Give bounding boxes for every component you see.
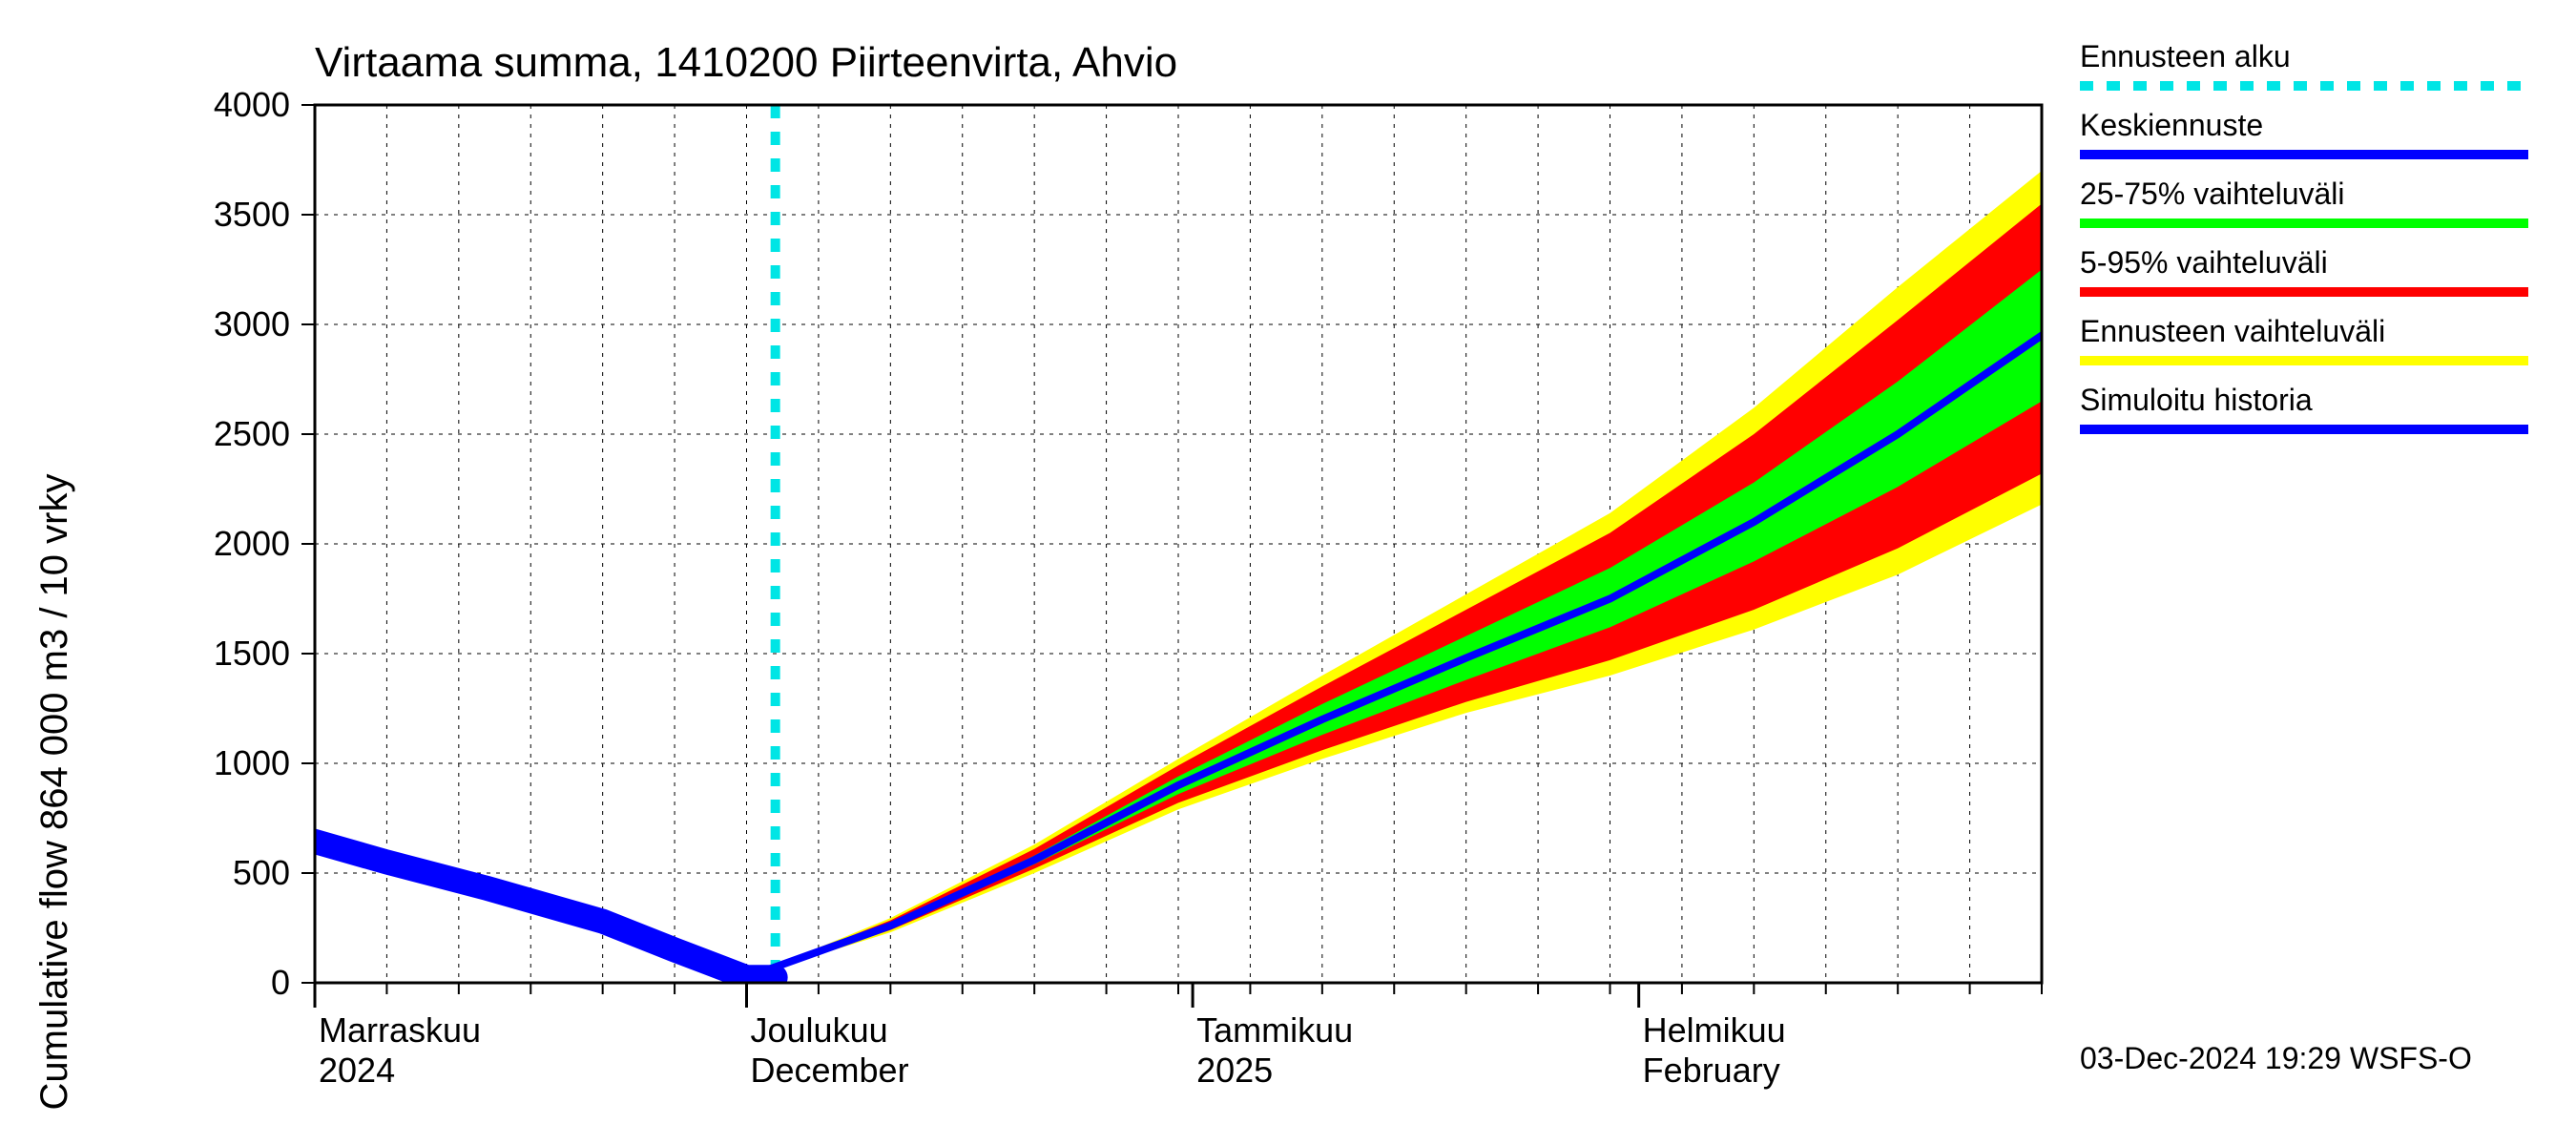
y-tick-label: 1500 (214, 634, 290, 673)
chart-title: Virtaama summa, 1410200 Piirteenvirta, A… (315, 39, 1177, 86)
x-month-label: Tammikuu (1196, 1010, 1353, 1050)
x-month-sublabel: February (1643, 1051, 1780, 1090)
timestamp-label: 03-Dec-2024 19:29 WSFS-O (2080, 1041, 2472, 1075)
x-month-sublabel: December (751, 1051, 909, 1090)
legend-item-label: 25-75% vaihteluväli (2080, 177, 2345, 211)
x-month-sublabel: 2024 (319, 1051, 395, 1090)
chart-container: Virtaama summa, 1410200 Piirteenvirta, A… (0, 0, 2576, 1145)
legend-item-label: Simuloitu historia (2080, 383, 2313, 417)
y-tick-label: 2500 (214, 414, 290, 453)
y-tick-label: 4000 (214, 85, 290, 124)
legend-item-label: 5-95% vaihteluväli (2080, 245, 2328, 280)
chart-svg: Virtaama summa, 1410200 Piirteenvirta, A… (0, 0, 2576, 1145)
y-axis-label: Cumulative flow 864 000 m3 / 10 vrky (33, 474, 75, 1111)
y-tick-label: 3000 (214, 304, 290, 344)
x-month-label: Marraskuu (319, 1010, 481, 1050)
y-tick-label: 3500 (214, 195, 290, 234)
legend-item-label: Keskiennuste (2080, 108, 2263, 142)
x-month-label: Helmikuu (1643, 1010, 1786, 1050)
y-tick-label: 2000 (214, 524, 290, 563)
x-month-label: Joulukuu (751, 1010, 888, 1050)
legend-item-label: Ennusteen vaihteluväli (2080, 314, 2385, 348)
y-tick-label: 500 (233, 853, 290, 892)
legend-item-label: Ennusteen alku (2080, 39, 2291, 73)
y-tick-label: 0 (271, 963, 290, 1002)
x-month-sublabel: 2025 (1196, 1051, 1273, 1090)
y-tick-label: 1000 (214, 743, 290, 782)
